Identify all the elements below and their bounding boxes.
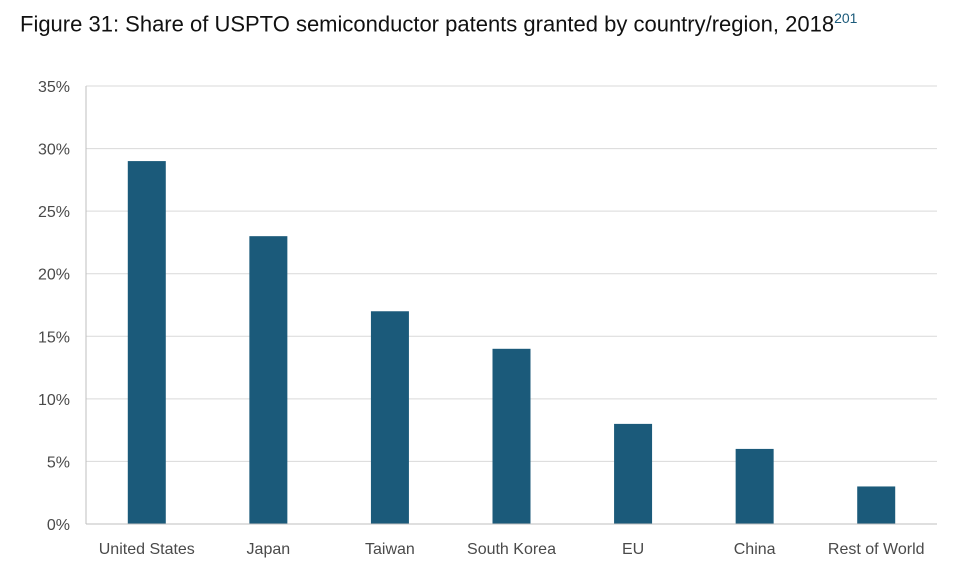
x-tick-label: Rest of World bbox=[828, 541, 925, 558]
bar bbox=[735, 448, 774, 524]
y-tick-label: 10% bbox=[38, 392, 70, 409]
y-tick-label: 20% bbox=[38, 267, 70, 284]
x-tick-label: United States bbox=[99, 541, 195, 558]
bar bbox=[249, 236, 288, 524]
x-tick-label: China bbox=[734, 541, 776, 558]
chart-title-text: Figure 31: Share of USPTO semiconductor … bbox=[20, 11, 835, 37]
y-tick-label: 5% bbox=[47, 454, 70, 471]
x-tick-label: South Korea bbox=[467, 541, 556, 558]
bar bbox=[370, 311, 409, 524]
bar bbox=[614, 423, 653, 524]
x-axis: United States Japan Taiwan South Korea EU Chi… bbox=[86, 523, 937, 558]
bar bbox=[857, 486, 896, 524]
y-axis: 0% 5% 10% 15% 20% 25% 30% 35% bbox=[38, 79, 87, 534]
y-tick-label: 35% bbox=[38, 79, 70, 96]
bar bbox=[127, 161, 166, 525]
y-tick-label: 0% bbox=[47, 517, 70, 534]
y-tick-label: 25% bbox=[38, 204, 70, 221]
y-tick-label: 15% bbox=[38, 329, 70, 346]
footnote-ref: 201 bbox=[834, 10, 858, 26]
x-tick-label: Taiwan bbox=[365, 541, 415, 558]
bar bbox=[492, 348, 531, 524]
y-tick-label: 30% bbox=[38, 142, 70, 159]
x-tick-label: Japan bbox=[247, 541, 291, 558]
bars bbox=[127, 161, 896, 525]
chart-title: Figure 31: Share of USPTO semiconductor … bbox=[20, 10, 857, 37]
x-tick-label: EU bbox=[622, 541, 644, 558]
